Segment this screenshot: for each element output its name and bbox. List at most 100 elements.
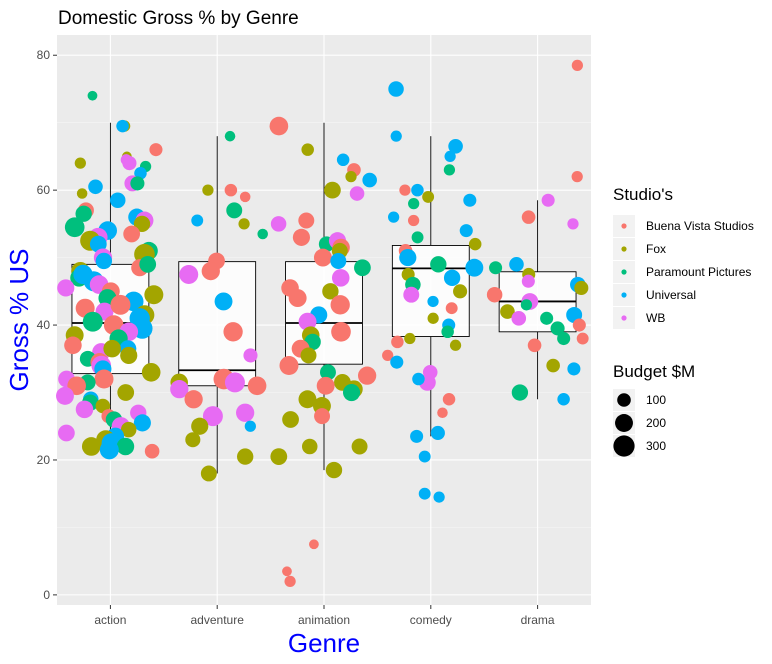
data-point-marker	[418, 450, 431, 463]
data-point	[109, 192, 126, 209]
studio-legend-label: Fox	[646, 242, 666, 256]
data-point-marker	[144, 285, 164, 305]
data-point-marker	[284, 575, 296, 588]
data-point-marker	[459, 224, 473, 238]
data-point	[390, 355, 404, 369]
studio-legend-item: Fox	[613, 238, 666, 260]
data-point-marker	[89, 235, 107, 253]
data-point-marker	[511, 311, 527, 326]
data-point	[270, 448, 288, 465]
data-point-marker	[99, 440, 119, 460]
data-point-marker	[527, 338, 542, 353]
data-point	[201, 261, 220, 281]
studio-legend: Buena Vista Studios Fox Paramount Pictures…	[613, 215, 754, 329]
data-point	[550, 321, 565, 336]
data-point	[103, 339, 121, 358]
data-point	[110, 294, 131, 315]
data-point-marker	[390, 130, 402, 142]
data-point-marker	[224, 183, 238, 197]
data-point	[349, 186, 365, 201]
data-point-marker	[408, 198, 420, 210]
data-point-marker	[331, 269, 350, 287]
data-point	[243, 348, 258, 363]
data-point-marker	[237, 448, 254, 465]
data-point-marker	[325, 461, 343, 479]
data-point-marker	[94, 369, 114, 389]
data-point	[322, 283, 339, 300]
data-point	[95, 252, 113, 270]
data-point-marker	[226, 202, 243, 219]
data-point	[520, 299, 533, 311]
data-point	[122, 156, 137, 171]
data-point-marker	[282, 566, 292, 577]
data-point	[214, 292, 233, 311]
data-point	[298, 212, 315, 229]
data-point-marker	[445, 302, 458, 315]
data-point	[325, 461, 343, 479]
data-point-marker	[437, 407, 448, 419]
budget-legend: 100 200 300	[613, 389, 666, 457]
data-point	[191, 417, 209, 435]
data-point-marker	[191, 214, 204, 227]
data-point	[527, 338, 542, 353]
data-point-marker	[390, 355, 404, 369]
data-point	[58, 424, 75, 442]
data-point	[224, 372, 245, 393]
studio-legend-label: Buena Vista Studios	[646, 219, 754, 233]
data-point-marker	[56, 386, 74, 405]
data-point	[236, 403, 255, 422]
data-point	[330, 295, 350, 315]
legend-key-swatch	[621, 269, 627, 275]
data-point-marker	[388, 211, 400, 223]
data-point-marker	[110, 294, 131, 315]
data-point-marker	[139, 255, 157, 273]
legend-key-swatch	[621, 223, 627, 229]
data-point-marker	[214, 292, 233, 311]
chart-title: Domestic Gross % by Genre	[58, 8, 299, 29]
data-point-marker	[144, 443, 160, 459]
data-point	[422, 190, 435, 203]
data-point-marker	[322, 283, 339, 300]
data-point-marker	[76, 188, 88, 199]
data-point	[486, 286, 503, 303]
data-point-marker	[486, 286, 503, 303]
data-point-marker	[441, 325, 454, 339]
data-point-marker	[354, 259, 371, 277]
data-point	[316, 376, 335, 395]
data-point	[179, 264, 199, 284]
x-axis: action adventure animation comedy drama	[94, 605, 555, 627]
data-point	[75, 205, 92, 222]
x-tick-label: animation	[298, 613, 350, 627]
data-point	[74, 157, 86, 169]
legend-key-size	[617, 393, 631, 407]
studio-legend-item: Paramount Pictures	[613, 261, 751, 283]
x-tick-label: drama	[521, 613, 555, 627]
data-point	[574, 280, 589, 296]
budget-legend-item: 200	[613, 412, 666, 434]
data-point	[572, 318, 586, 332]
data-point-marker	[443, 269, 461, 287]
data-point-marker	[442, 393, 456, 406]
data-point-marker	[149, 143, 163, 157]
budget-legend-item: 300	[613, 435, 666, 457]
data-point	[540, 311, 554, 325]
data-point-marker	[331, 321, 351, 342]
data-point-marker	[463, 193, 477, 207]
data-point	[430, 425, 445, 441]
data-point	[382, 349, 394, 362]
data-point	[149, 143, 163, 157]
data-point	[269, 116, 289, 136]
data-point	[301, 143, 314, 156]
data-point-marker	[324, 181, 341, 199]
data-point	[362, 172, 377, 188]
data-point	[441, 325, 454, 339]
data-point-marker	[521, 210, 536, 224]
studio-legend-title: Studio's	[613, 185, 673, 204]
data-point	[427, 295, 439, 308]
data-point	[64, 217, 85, 238]
data-point-marker	[116, 437, 135, 456]
data-point	[433, 491, 445, 503]
data-point	[331, 269, 350, 287]
legend-key-size	[615, 414, 633, 432]
data-point	[391, 335, 404, 349]
